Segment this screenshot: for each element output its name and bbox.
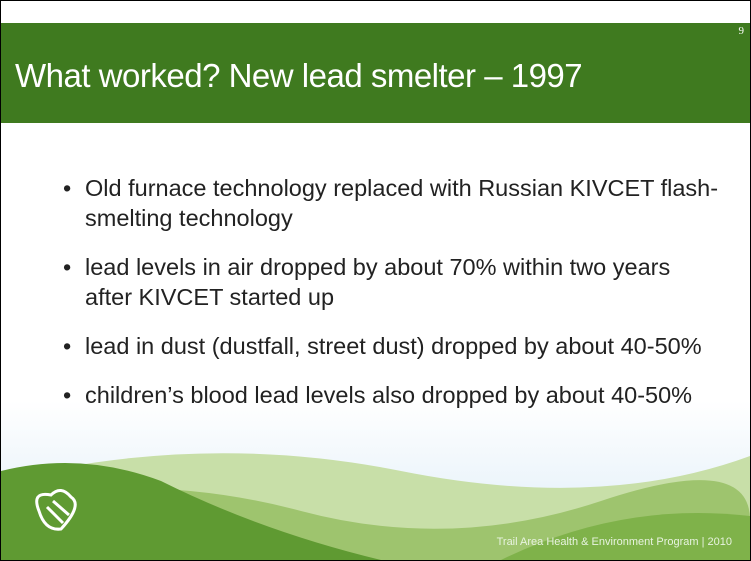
footer: Trail Area Health & Environment Program …: [496, 536, 732, 548]
bullet: lead levels in air dropped by about 70% …: [63, 252, 723, 312]
bullet: Old furnace technology replaced with Rus…: [63, 173, 723, 233]
bullet: lead in dust (dustfall, street dust) dro…: [63, 331, 723, 361]
bullet: children’s blood lead levels also droppe…: [63, 380, 723, 410]
slide-title: What worked? New lead smelter – 1997: [15, 57, 583, 94]
page-number: 9: [738, 25, 745, 37]
title-bar: [1, 23, 750, 123]
bullet-list: Old furnace technology replaced with Rus…: [63, 173, 723, 429]
